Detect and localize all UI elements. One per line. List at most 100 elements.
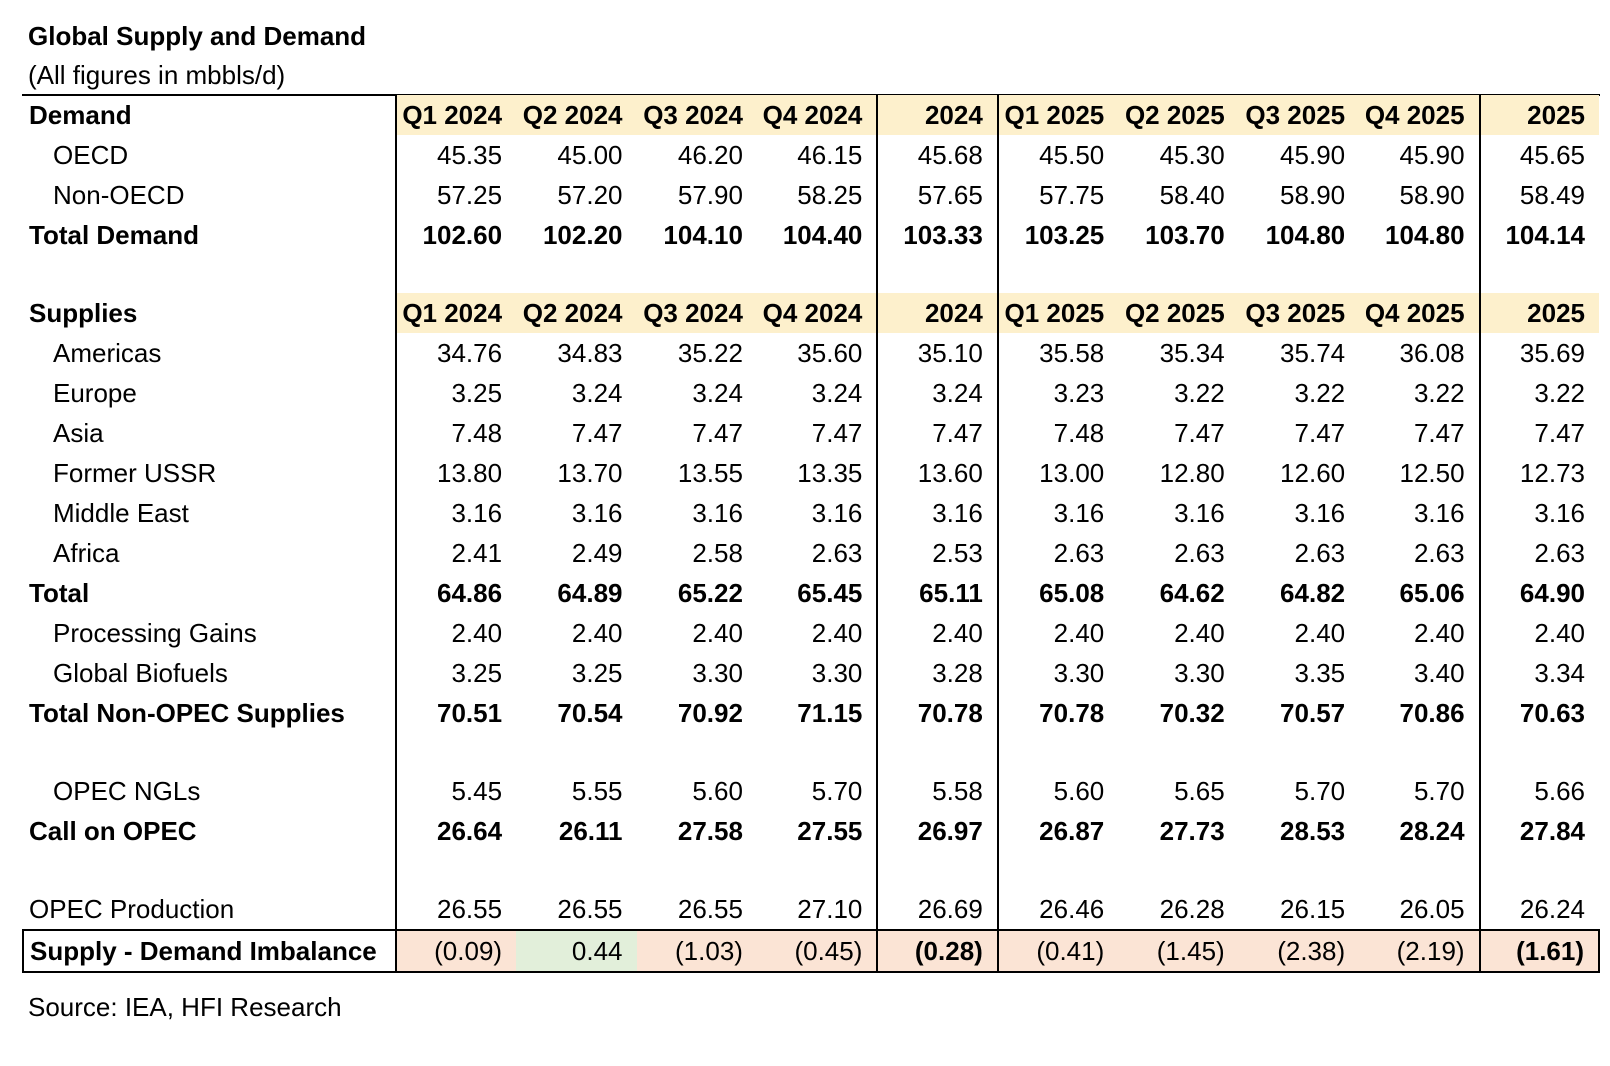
table-cell: 3.30 xyxy=(996,653,1119,693)
table-cell: 2.40 xyxy=(1413,618,1465,648)
table-row-opec-ngls: OPEC NGLs 5.45 5.55 5.60 5.70 5.58 5.60 5.65 5.7… xyxy=(23,771,1599,811)
table-row-oecd: OECD 45.35 45.00 46.20 46.15 45.68 45.50 45.30 4… xyxy=(23,135,1599,175)
table-cell: 70.32 xyxy=(1159,698,1225,728)
table-cell: 3.25 xyxy=(394,373,517,413)
row-label: Total Non-OPEC Supplies xyxy=(29,698,345,728)
table-cell: 45.35 xyxy=(394,135,517,175)
row-label: Processing Gains xyxy=(53,618,257,648)
table-cell: 3.34 xyxy=(1478,653,1599,693)
table-cell: 2.40 xyxy=(1174,618,1225,648)
table-cell: 58.49 xyxy=(1478,175,1599,215)
table-cell: 7.47 xyxy=(571,418,623,448)
column-header: 2025 xyxy=(1478,293,1599,333)
table-cell: 2.63 xyxy=(996,533,1119,573)
table-cell: 35.34 xyxy=(1159,338,1225,368)
row-label: Call on OPEC xyxy=(29,816,197,846)
table-cell: 2.63 xyxy=(1174,538,1225,568)
table-cell: 2.63 xyxy=(811,538,863,568)
table-cell: 26.87 xyxy=(996,811,1119,851)
table-cell: 104.40 xyxy=(782,220,863,250)
table-cell: 35.22 xyxy=(677,338,743,368)
table-row-africa: Africa 2.41 2.49 2.58 2.63 2.53 2.63 2.63 2.63 2.… xyxy=(23,533,1599,573)
table-cell: 102.60 xyxy=(394,215,517,255)
table-cell: 12.50 xyxy=(1399,458,1465,488)
table-cell: 26.55 xyxy=(557,894,623,924)
spacer-row xyxy=(23,851,1599,889)
table-cell: 5.65 xyxy=(1174,776,1225,806)
row-label: Former USSR xyxy=(53,458,217,488)
table-cell: 104.14 xyxy=(1478,215,1599,255)
table-row-total-demand: Total Demand 102.60 102.20 104.10 104.40 103.… xyxy=(23,215,1599,255)
table-row-asia: Asia 7.48 7.47 7.47 7.47 7.47 7.48 7.47 7.47 7.47… xyxy=(23,413,1599,453)
column-header: Q1 2024 xyxy=(394,95,517,135)
table-cell: 7.47 xyxy=(692,418,743,448)
row-label: Middle East xyxy=(53,498,189,528)
table-cell: 27.10 xyxy=(797,894,863,924)
imbalance-cell: (0.45) xyxy=(756,929,878,973)
table-cell: 3.28 xyxy=(876,653,998,693)
table-cell: 103.33 xyxy=(876,215,998,255)
table-cell: 70.86 xyxy=(1399,698,1465,728)
table-cell: 28.53 xyxy=(1280,816,1346,846)
imbalance-cell: (0.09) xyxy=(394,929,517,973)
table-cell: 26.24 xyxy=(1478,889,1599,930)
table-cell: 3.22 xyxy=(1413,378,1465,408)
table-cell: 2.63 xyxy=(1478,533,1599,573)
table-cell: 65.06 xyxy=(1399,578,1465,608)
table-cell: 7.47 xyxy=(1413,418,1465,448)
table-cell: 12.60 xyxy=(1280,458,1346,488)
table-cell: 28.24 xyxy=(1399,816,1465,846)
imbalance-cell: (1.03) xyxy=(636,929,757,973)
column-header: Q4 2025 xyxy=(1359,293,1480,333)
table-cell: 3.23 xyxy=(996,373,1119,413)
table-row-supply-demand-imbalance: Supply - Demand Imbalance (0.09) 0.44 (1.03… xyxy=(22,929,1601,973)
table-cell: 26.46 xyxy=(996,889,1119,930)
table-cell: 7.47 xyxy=(811,418,863,448)
column-header: Q3 2024 xyxy=(636,95,757,135)
table-cell: 70.63 xyxy=(1478,693,1599,733)
table-cell: 3.16 xyxy=(1174,498,1225,528)
table-cell: 34.83 xyxy=(557,338,623,368)
table-row-global-biofuels: Global Biofuels 3.25 3.25 3.30 3.30 3.28 3.30 3… xyxy=(23,653,1599,693)
column-header: Q3 2025 xyxy=(1238,95,1360,135)
spacer-row xyxy=(23,733,1599,771)
demand-section-label: Demand xyxy=(29,100,132,130)
table-cell: 27.84 xyxy=(1478,811,1599,851)
table-cell: 2.40 xyxy=(996,613,1119,653)
table-cell: 64.86 xyxy=(394,573,517,613)
table-cell: 26.69 xyxy=(876,889,998,930)
table-row-europe: Europe 3.25 3.24 3.24 3.24 3.24 3.23 3.22 3.22 3.… xyxy=(23,373,1599,413)
table-cell: 26.64 xyxy=(394,811,517,851)
table-cell: 65.11 xyxy=(876,573,998,613)
table-cell: 3.30 xyxy=(692,658,743,688)
table-cell: 35.74 xyxy=(1280,338,1346,368)
table-cell: 5.45 xyxy=(394,771,517,811)
table-cell: 3.16 xyxy=(996,493,1119,533)
table-cell: 57.90 xyxy=(677,180,743,210)
imbalance-cell: (0.41) xyxy=(996,929,1119,973)
table-cell: 45.90 xyxy=(1280,140,1346,170)
column-header: Q2 2025 xyxy=(1118,95,1239,135)
table-cell: 57.25 xyxy=(394,175,517,215)
table-cell: 7.47 xyxy=(1174,418,1225,448)
table-cell: 2.63 xyxy=(1294,538,1346,568)
table-cell: 45.00 xyxy=(557,140,623,170)
table-cell: 3.16 xyxy=(692,498,743,528)
table-cell: 35.10 xyxy=(876,333,998,373)
table-cell: 3.25 xyxy=(571,658,623,688)
table-cell: 5.66 xyxy=(1478,771,1599,811)
table-cell: 5.70 xyxy=(1294,776,1346,806)
table-cell: 13.80 xyxy=(394,453,517,493)
table-cell: 46.15 xyxy=(797,140,863,170)
table-cell: 70.51 xyxy=(394,693,517,733)
table-cell: 103.70 xyxy=(1145,220,1225,250)
table-cell: 2.40 xyxy=(1478,613,1599,653)
table-cell: 13.00 xyxy=(996,453,1119,493)
row-label: Supply - Demand Imbalance xyxy=(22,929,396,973)
table-cell: 2.40 xyxy=(692,618,743,648)
table-cell: 3.16 xyxy=(1413,498,1465,528)
table-cell: 2.40 xyxy=(811,618,863,648)
row-label: Europe xyxy=(53,378,137,408)
table-cell: 5.55 xyxy=(571,776,623,806)
table-cell: 46.20 xyxy=(677,140,743,170)
